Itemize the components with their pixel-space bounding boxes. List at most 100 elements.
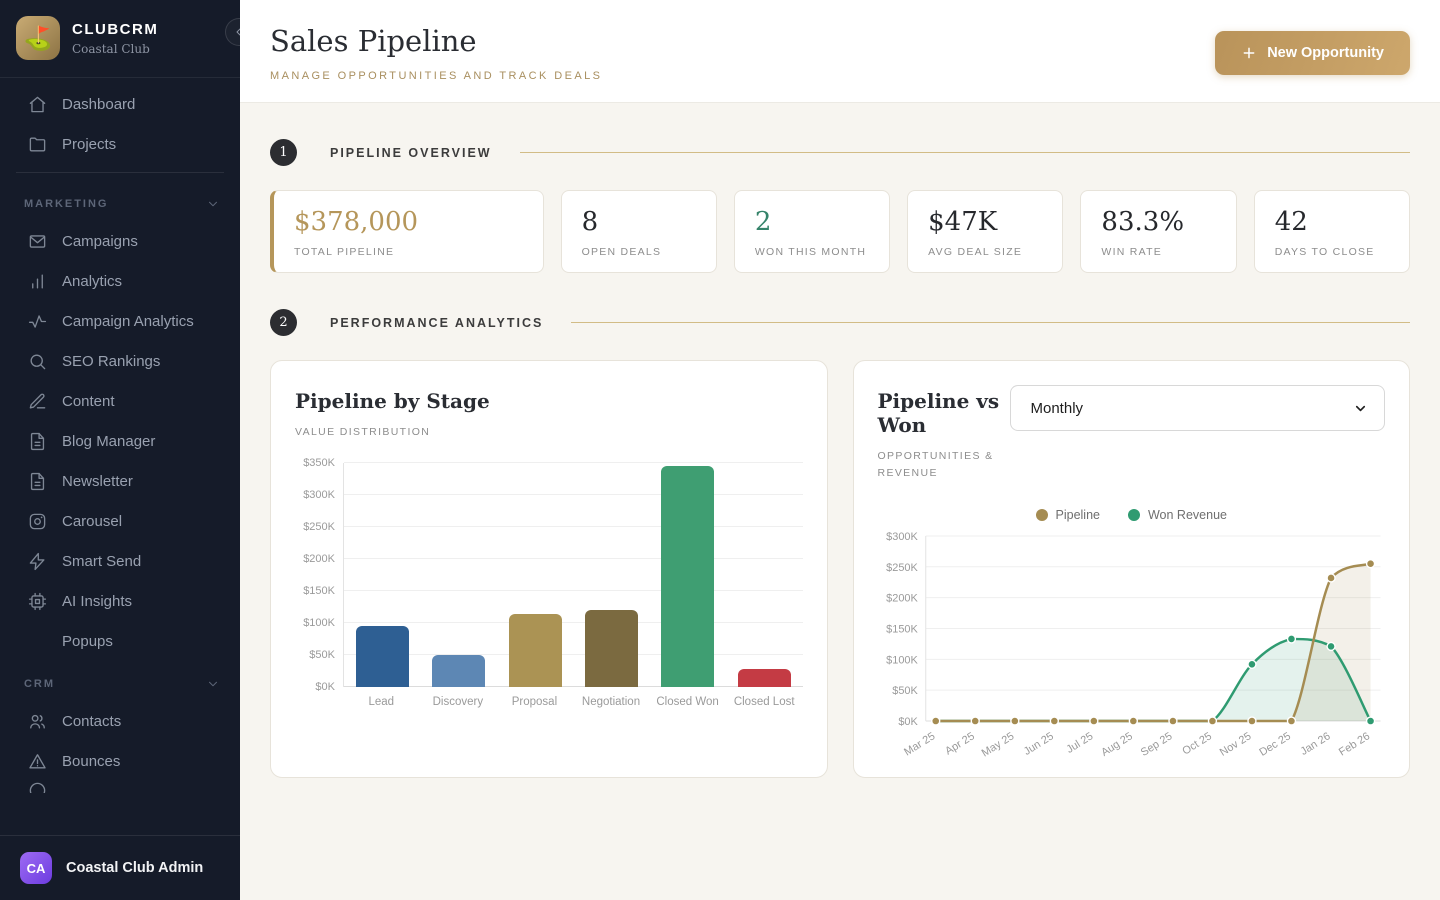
point-pipeline bbox=[1365, 558, 1375, 568]
sidebar-item-label: AI Insights bbox=[62, 592, 133, 610]
y-tick-label: $200K bbox=[303, 552, 335, 565]
sidebar-item-projects[interactable]: Projects bbox=[0, 124, 240, 164]
point-pipeline bbox=[1325, 572, 1336, 583]
x-tick-label: Proposal bbox=[511, 695, 558, 708]
bar-column bbox=[726, 463, 802, 687]
stat-card-total-pipeline: $378,000 TOTAL PIPELINE bbox=[270, 190, 544, 273]
sidebar-item-label: Content bbox=[62, 392, 115, 410]
chart-subtitle: VALUE DISTRIBUTION bbox=[295, 426, 431, 438]
stat-card-avg-deal-size: $47K AVG DEAL SIZE bbox=[907, 190, 1064, 273]
pipeline-vs-won-card: Pipeline vs Won OPPORTUNITIES & REVENUE … bbox=[852, 360, 1410, 778]
point-won-revenue bbox=[1365, 715, 1375, 726]
sidebar-item-smart-send[interactable]: Smart Send bbox=[0, 541, 240, 581]
sidebar-item-ai-insights[interactable]: AI Insights bbox=[0, 581, 240, 621]
charts-row: Pipeline by Stage VALUE DISTRIBUTION $0K… bbox=[270, 360, 1410, 778]
x-tick-label: Feb 26 bbox=[1336, 730, 1371, 758]
point-pipeline bbox=[1088, 715, 1099, 726]
page-header: Sales Pipeline MANAGE OPPORTUNITIES AND … bbox=[240, 0, 1440, 103]
line-chart[interactable]: $0K $50K $100K $150K $200K $250K $300K Mar 25 Ap… bbox=[878, 526, 1386, 777]
sidebar-item-content[interactable]: Content bbox=[0, 381, 240, 421]
stat-value: 83.3% bbox=[1101, 207, 1185, 237]
chevron-left-icon bbox=[236, 28, 240, 36]
timeframe-select[interactable]: Monthly bbox=[1009, 385, 1385, 431]
bar-chart-plot[interactable]: $0K $50K $100K $150K $200K $250K $300K $350K bbox=[303, 457, 803, 693]
pipeline-by-stage-card: Pipeline by Stage VALUE DISTRIBUTION $0K… bbox=[270, 360, 828, 778]
sidebar-nav: Dashboard Projects MARKETING Campaigns Analy… bbox=[0, 78, 240, 835]
page-header-text: Sales Pipeline MANAGE OPPORTUNITIES AND … bbox=[270, 24, 602, 82]
legend-dot bbox=[1035, 508, 1048, 521]
chart-title: Pipeline vs Won bbox=[877, 389, 1000, 437]
gridline bbox=[344, 685, 803, 687]
stat-label: WIN RATE bbox=[1101, 246, 1163, 258]
stat-value: $378,000 bbox=[294, 207, 419, 237]
legend-label: Won Revenue bbox=[1147, 507, 1227, 522]
bar-column bbox=[650, 463, 726, 687]
sidebar-item-popups[interactable]: Popups bbox=[0, 621, 240, 661]
line-chart-legend: Pipeline Won Revenue bbox=[878, 508, 1386, 522]
legend-item-pipeline[interactable]: Pipeline bbox=[1035, 507, 1100, 522]
gridline bbox=[344, 621, 803, 623]
alert-triangle-icon bbox=[29, 753, 46, 769]
bar-closed-lost[interactable] bbox=[737, 668, 791, 687]
x-tick-label: Mar 25 bbox=[902, 730, 937, 758]
bar-lead[interactable] bbox=[355, 626, 409, 687]
zap-icon bbox=[29, 552, 45, 570]
line-chart-titleblock: Pipeline vs Won OPPORTUNITIES & REVENUE bbox=[878, 385, 1010, 482]
sidebar-item-contacts[interactable]: Contacts bbox=[0, 701, 240, 741]
point-pipeline bbox=[1128, 715, 1138, 726]
bar-chart: $0K $50K $100K $150K $200K $250K $300K $350K Le… bbox=[295, 457, 803, 708]
section-header-performance-analytics: 2 PERFORMANCE ANALYTICS bbox=[270, 309, 1410, 336]
bar-closed-won[interactable] bbox=[661, 466, 715, 687]
sidebar-item-campaign-analytics[interactable]: Campaign Analytics bbox=[0, 301, 240, 341]
sidebar-item-bounces[interactable]: Bounces bbox=[0, 741, 240, 781]
sidebar-item-newsletter[interactable]: Newsletter bbox=[0, 461, 240, 501]
bar-negotiation[interactable] bbox=[584, 610, 638, 687]
point-pipeline bbox=[1049, 715, 1059, 726]
bar-discovery[interactable] bbox=[432, 654, 486, 687]
line-chart-svg[interactable]: $0K $50K $100K $150K $200K $250K $300K Mar 25 Ap… bbox=[878, 526, 1386, 777]
new-opportunity-button[interactable]: New Opportunity bbox=[1215, 31, 1410, 75]
legend-label: Pipeline bbox=[1055, 507, 1100, 522]
section-header-marketing[interactable]: MARKETING bbox=[0, 181, 240, 221]
y-tick-label: $0K bbox=[898, 716, 918, 728]
point-won-revenue bbox=[1325, 641, 1336, 651]
sidebar-item-campaigns[interactable]: Campaigns bbox=[0, 221, 240, 261]
section-title: PIPELINE OVERVIEW bbox=[330, 145, 492, 160]
sidebar-item-analytics[interactable]: Analytics bbox=[0, 261, 240, 301]
section-header-crm[interactable]: CRM bbox=[0, 661, 240, 701]
bar-proposal[interactable] bbox=[508, 614, 562, 687]
y-tick-label: $300K bbox=[303, 488, 335, 501]
stat-card-win-rate: 83.3% WIN RATE bbox=[1080, 190, 1237, 273]
sidebar-item-label: Smart Send bbox=[62, 552, 142, 570]
sidebar-footer[interactable]: CA Coastal Club Admin bbox=[0, 835, 240, 900]
page-title: Sales Pipeline bbox=[270, 24, 477, 58]
y-tick-label: $150K bbox=[303, 584, 335, 597]
x-tick-label: Closed Won bbox=[656, 695, 719, 708]
gridline bbox=[344, 589, 803, 591]
sidebar-item-blog-manager[interactable]: Blog Manager bbox=[0, 421, 240, 461]
stat-label: DAYS TO CLOSE bbox=[1274, 246, 1375, 258]
sidebar-item-clipped[interactable] bbox=[0, 781, 240, 793]
chart-title: Pipeline by Stage bbox=[295, 389, 490, 413]
stat-value: 8 bbox=[581, 207, 599, 237]
legend-item-won-revenue[interactable]: Won Revenue bbox=[1127, 507, 1227, 522]
sidebar-item-seo-rankings[interactable]: SEO Rankings bbox=[0, 341, 240, 381]
y-tick-label: $250K bbox=[886, 561, 918, 573]
area-won-revenue bbox=[935, 638, 1371, 721]
sidebar-item-dashboard[interactable]: Dashboard bbox=[0, 84, 240, 124]
bars bbox=[344, 463, 803, 687]
x-tick-label: Aug 25 bbox=[1099, 730, 1135, 759]
new-opportunity-label: New Opportunity bbox=[1267, 45, 1384, 61]
section-label: MARKETING bbox=[24, 198, 109, 210]
y-tick-label: $200K bbox=[886, 592, 918, 604]
gridline bbox=[344, 525, 803, 527]
x-tick-label: May 25 bbox=[979, 730, 1016, 759]
main: Sales Pipeline MANAGE OPPORTUNITIES AND … bbox=[240, 0, 1440, 900]
section-header-pipeline-overview: 1 PIPELINE OVERVIEW bbox=[270, 139, 1410, 166]
line-chart-header: Pipeline vs Won OPPORTUNITIES & REVENUE … bbox=[878, 385, 1385, 482]
cpu-icon bbox=[28, 592, 47, 610]
stat-label: WON THIS MONTH bbox=[754, 246, 867, 258]
sidebar-item-label: Campaigns bbox=[62, 232, 138, 250]
sidebar-item-carousel[interactable]: Carousel bbox=[0, 501, 240, 541]
point-pipeline bbox=[1009, 715, 1020, 726]
